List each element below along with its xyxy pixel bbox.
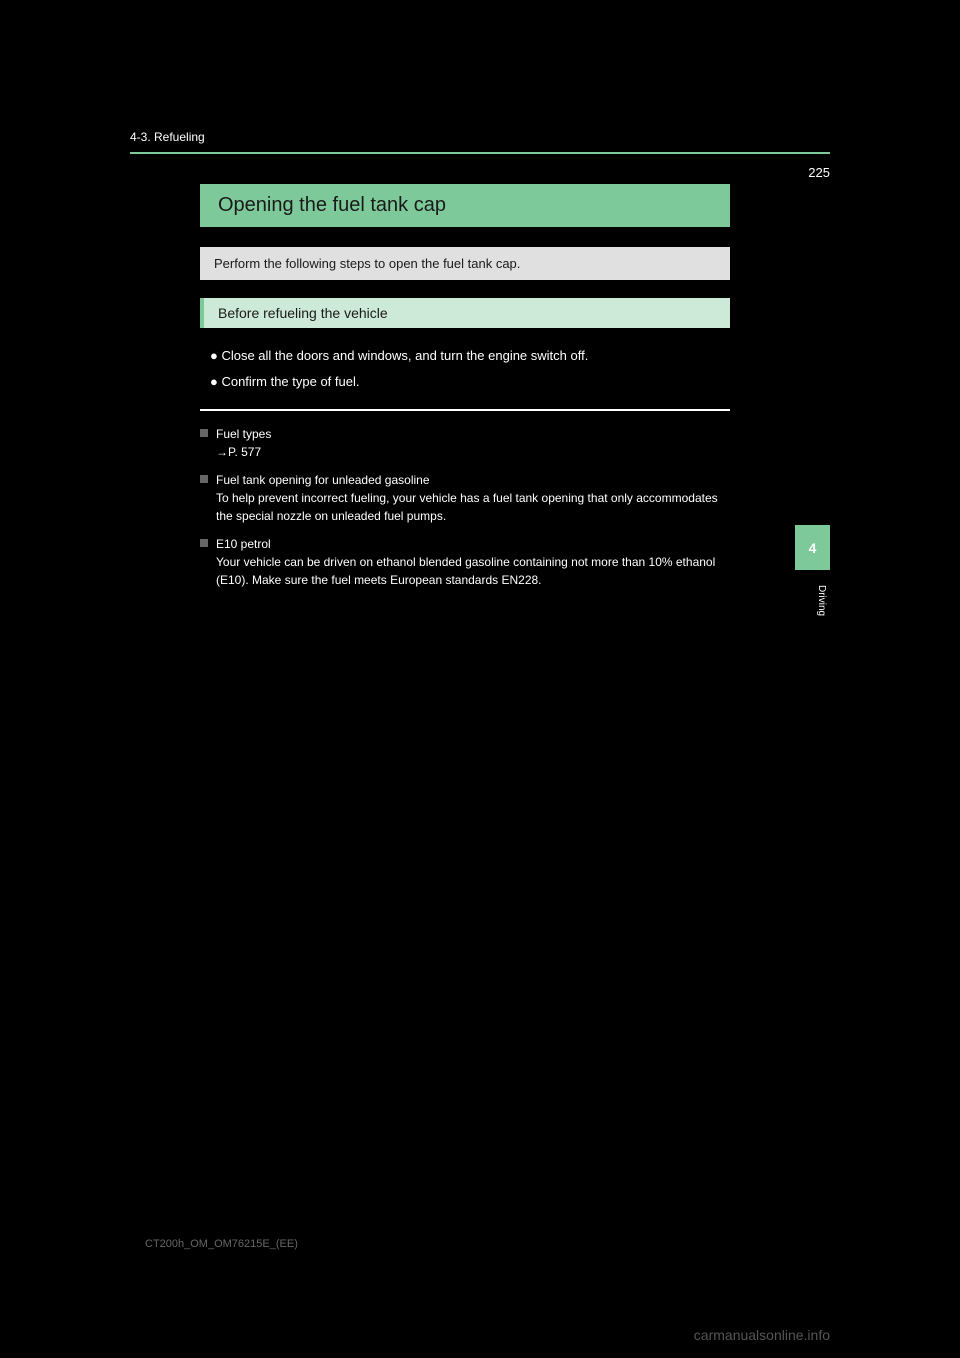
chapter-number: 4 <box>809 540 817 556</box>
info-body: Your vehicle can be driven on ethanol bl… <box>216 555 715 587</box>
body-line: ● Confirm the type of fuel. <box>210 372 720 392</box>
info-title: Fuel types <box>216 427 271 441</box>
separator <box>200 409 730 411</box>
subsection-title: Before refueling the vehicle <box>200 298 730 328</box>
document-code: CT200h_OM_OM76215E_(EE) <box>145 1238 298 1250</box>
info-item: E10 petrol Your vehicle can be driven on… <box>200 535 730 589</box>
page-content: 4-3. Refueling Opening the fuel tank cap… <box>130 130 830 599</box>
body-line: ● Close all the doors and windows, and t… <box>210 346 720 366</box>
info-body: →P. 577 <box>216 445 261 459</box>
info-text: E10 petrol Your vehicle can be driven on… <box>216 535 730 589</box>
header-divider <box>130 152 830 154</box>
info-text: Fuel types →P. 577 <box>216 425 271 461</box>
chapter-tab: 4 <box>795 525 830 570</box>
info-item: Fuel tank opening for unleaded gasoline … <box>200 471 730 525</box>
info-text: Fuel tank opening for unleaded gasoline … <box>216 471 730 525</box>
bullet-marker-icon <box>200 429 208 437</box>
bullet-marker-icon <box>200 475 208 483</box>
info-item: Fuel types →P. 577 <box>200 425 730 461</box>
footer-watermark: carmanualsonline.info <box>694 1327 830 1343</box>
info-title: E10 petrol <box>216 537 271 551</box>
breadcrumb: 4-3. Refueling <box>130 130 830 144</box>
bullet-marker-icon <box>200 539 208 547</box>
chapter-label: Driving <box>815 585 828 616</box>
info-title: Fuel tank opening for unleaded gasoline <box>216 473 430 487</box>
info-body: To help prevent incorrect fueling, your … <box>216 491 718 523</box>
intro-box: Perform the following steps to open the … <box>200 247 730 280</box>
section-title: Opening the fuel tank cap <box>200 184 730 227</box>
